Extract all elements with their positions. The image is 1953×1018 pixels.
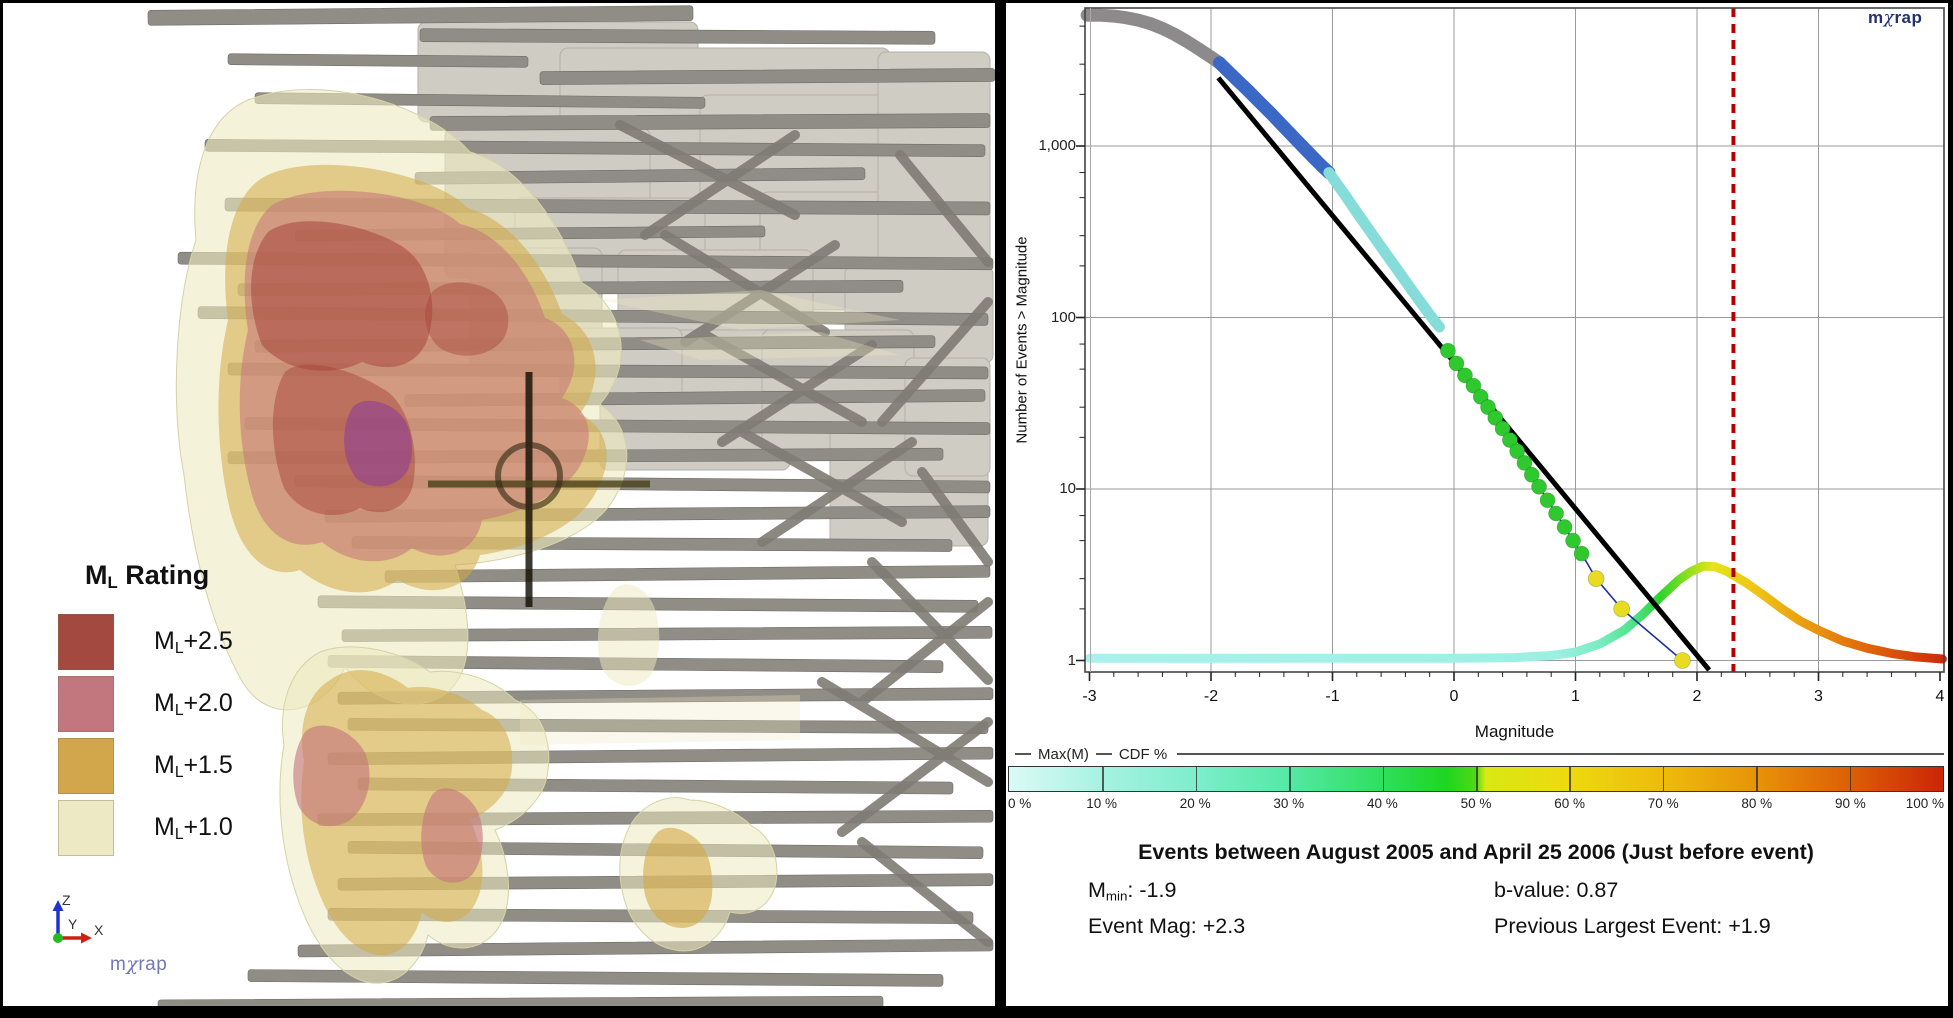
triad-x-label: X [94, 922, 104, 938]
colorbar-label: 70 % [1647, 796, 1679, 811]
stats-title: Events between August 2005 and April 25 … [1138, 840, 1814, 864]
cdf-legend-label: CDF % [1118, 745, 1168, 763]
colorbar-label: 40 % [1367, 796, 1398, 811]
frame-bottom [0, 1006, 1953, 1018]
x-tick: -3 [1082, 688, 1097, 705]
frame-right [1948, 0, 1953, 1018]
isosurface-ml2.0-lower-a [293, 725, 370, 827]
colorbar-label: 30 % [1273, 796, 1305, 811]
x-tick: 1 [1571, 688, 1580, 705]
colorbar-label: 90 % [1835, 796, 1866, 811]
colorbar-label: 100 % [1905, 796, 1944, 811]
frame-top [0, 0, 1953, 3]
mxrap-logo-chart: mχrap [1868, 8, 1923, 28]
isosurface-ml2.0-lower-b [421, 788, 483, 883]
event-crosshair-marker [428, 372, 650, 607]
x-tick: -2 [1203, 688, 1219, 705]
cdf-line-swatch [1095, 753, 1112, 755]
y-tick-1000: 1,000 [1038, 137, 1076, 154]
cdf-legend-row: Max(M) CDF % [1008, 744, 1944, 764]
mxrap-logo-left: mχrap [110, 953, 168, 975]
legend-item-ml2.0: ML+2.0 [58, 676, 233, 732]
stat-mmin: Mmin: -1.9 [1088, 878, 1177, 904]
mine-3d-view[interactable] [52, 5, 996, 1013]
x-tick: 4 [1935, 688, 1945, 705]
ml-rating-legend-title: ML Rating [85, 560, 210, 593]
legend-swatch-ml1.0 [58, 800, 114, 856]
y-tick-10: 10 [1059, 480, 1076, 497]
legend-item-ml1.0: ML+1.0 [58, 800, 233, 856]
triad-z-label: Z [62, 892, 71, 908]
frame-left [0, 0, 3, 1018]
legend-swatch-ml2.0 [58, 676, 114, 732]
legend-item-ml1.5: ML+1.5 [58, 738, 233, 794]
x-tick: -1 [1325, 688, 1340, 705]
colorbar-label: 60 % [1554, 796, 1585, 811]
colorbar-label: 20 % [1179, 796, 1211, 811]
x-tick: 0 [1449, 688, 1459, 705]
frequency-magnitude-chart[interactable] [1076, 7, 1947, 681]
axis-triad-icon [52, 900, 92, 944]
mine-ramp-zigzags [615, 120, 993, 947]
colorbar-label: 0 % [1008, 796, 1032, 811]
stat-event-mag: Event Mag: +2.3 [1088, 914, 1246, 938]
maxm-line-swatch [1015, 753, 1031, 755]
isosurface-ml1.5-bottom-right [643, 827, 713, 928]
y-axis-title: Number of Events > Magnitude [1013, 236, 1031, 444]
stat-prev-largest: Previous Largest Event: +1.9 [1494, 914, 1771, 938]
isosurface-ml1.0-streak-top [600, 290, 900, 360]
y-tick-100: 100 [1050, 308, 1076, 326]
y-tick-1: 1 [1067, 651, 1076, 669]
x-tick: 2 [1692, 688, 1702, 705]
isosurface-ml2.5-patch-a [251, 221, 433, 371]
x-tick: 3 [1814, 688, 1823, 705]
x-axis-title: Magnitude [1474, 722, 1555, 741]
legend-item-ml2.5: ML+2.5 [58, 614, 233, 670]
legend-rule [1177, 753, 1944, 755]
maxm-legend-label: Max(M) [1038, 745, 1089, 763]
legend-swatch-ml1.5 [58, 738, 114, 794]
isosurface-ml2.5-patch-c [425, 282, 509, 356]
cdf-colorbar [1008, 766, 1944, 792]
isosurface-ml1.0-streak-mid [520, 695, 800, 745]
legend-swatch-ml2.5 [58, 614, 114, 670]
triad-y-label: Y [68, 916, 78, 932]
colorbar-label: 80 % [1741, 796, 1773, 811]
isosurface-ml1.0-egg-right [597, 584, 660, 686]
stat-b-value: b-value: 0.87 [1494, 878, 1619, 902]
colorbar-label: 10 % [1086, 796, 1117, 811]
panel-divider [995, 0, 1006, 1018]
isosurface-core-purple [344, 400, 413, 487]
colorbar-label: 50 % [1460, 796, 1492, 811]
